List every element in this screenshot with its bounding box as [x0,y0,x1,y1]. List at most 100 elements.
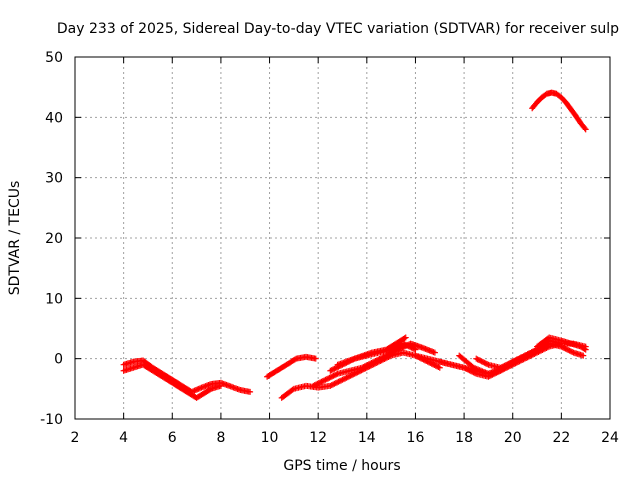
plot-frame [74,56,611,420]
data-point-interpolated [573,114,584,126]
x-tick-label: 22 [552,430,570,446]
data-point-interpolated [372,353,388,365]
data-point-interpolated [401,341,418,352]
x-tick-label: 18 [455,430,473,446]
data-point [358,364,365,371]
series-track-a [120,357,254,395]
data-point [402,334,409,341]
data-point-interpolated [199,386,213,398]
data-point-interpolated [336,356,357,368]
series-track-c [264,353,319,380]
data-point-interpolated [511,353,527,365]
data-point-interpolated [340,371,357,383]
series-track-m [529,89,589,133]
data-point-interpolated [189,392,199,401]
data-point-interpolated [462,365,478,377]
data-point-interpolated [578,121,588,132]
x-tick-label: 6 [168,430,177,446]
series-track-e [310,340,438,389]
data-point-interpolated [535,344,551,355]
data-point-interpolated [311,377,328,389]
data-point [412,346,419,353]
data-point-interpolated [384,341,398,352]
y-tick-label: -10 [40,412,63,428]
data-point [327,367,334,374]
data-point-interpolated [540,91,549,100]
y-tick-label: 30 [45,171,63,187]
data-point-interpolated [511,356,527,368]
data-point-interpolated [151,365,165,376]
x-tick-label: 10 [261,430,279,446]
data-point [312,355,319,362]
data-point-interpolated [275,362,289,373]
y-tick-label: 40 [45,110,63,126]
series-track-l [534,334,589,353]
data-point [310,382,317,389]
data-point-interpolated [472,365,483,374]
data-point-interpolated [568,107,579,119]
data-point-interpolated [544,89,554,97]
data-point [247,388,254,395]
data-point-interpolated [284,356,299,367]
y-tick-label: 10 [45,291,63,307]
data-point-interpolated [464,359,476,370]
series-track-b [120,361,224,401]
data-point-interpolated [549,89,559,97]
data-point-interpolated [170,380,184,392]
chart-title: Day 233 of 2025, Sidereal Day-to-day VTE… [57,21,619,37]
data-point-interpolated [438,359,454,368]
data-point [558,343,565,350]
data-point-interpolated [360,359,376,371]
data-point-interpolated [190,385,204,395]
data-point-interpolated [535,95,544,105]
data-point [322,376,329,383]
x-tick-label: 14 [358,430,376,446]
y-tick-labels: -10 0 10 20 30 40 50 [40,50,63,428]
data-point-interpolated [523,347,539,358]
data-point-interpolated [394,335,408,346]
data-point [371,358,378,365]
data-point-interpolated [384,347,401,358]
data-point [509,358,516,365]
data-point-interpolated [141,362,155,373]
data-point-interpolated [194,392,204,401]
data-point-interpolated [579,344,588,352]
x-tick-label: 2 [71,430,80,446]
data-points [120,89,589,401]
data-point [339,376,346,383]
data-point [461,364,468,371]
data-point [217,382,224,389]
data-point-interpolated [564,100,574,112]
y-tick-label: 0 [54,352,63,368]
data-point-interpolated [141,358,155,370]
data-point-interpolated [457,353,469,364]
x-tick-label: 12 [309,430,327,446]
data-point-interpolated [353,350,374,362]
data-point [436,364,443,371]
series-track-k [473,340,587,371]
data-point-interpolated [554,91,564,100]
data-point-interpolated [323,371,340,383]
data-point-interpolated [474,356,491,368]
data-point-interpolated [160,374,175,386]
series-track-g [334,334,409,368]
x-tick-labels: 2 4 6 8 10 12 14 16 18 20 22 24 [71,430,619,446]
data-point [327,382,334,389]
x-tick-label: 4 [119,430,128,446]
data-point-interpolated [265,368,279,380]
data-point [473,355,480,362]
x-tick-label: 16 [407,430,425,446]
data-point-interpolated [486,368,498,377]
data-point-interpolated [425,359,442,371]
x-tick-label: 8 [216,430,225,446]
data-point-interpolated [559,344,576,355]
grid [74,56,611,420]
y-tick-label: 20 [45,231,63,247]
data-point-interpolated [160,371,175,383]
x-axis-label: GPS time / hours [283,458,400,474]
data-point-interpolated [559,95,569,105]
data-point-interpolated [450,362,466,371]
data-point-interpolated [498,359,515,371]
data-point-interpolated [523,350,539,361]
